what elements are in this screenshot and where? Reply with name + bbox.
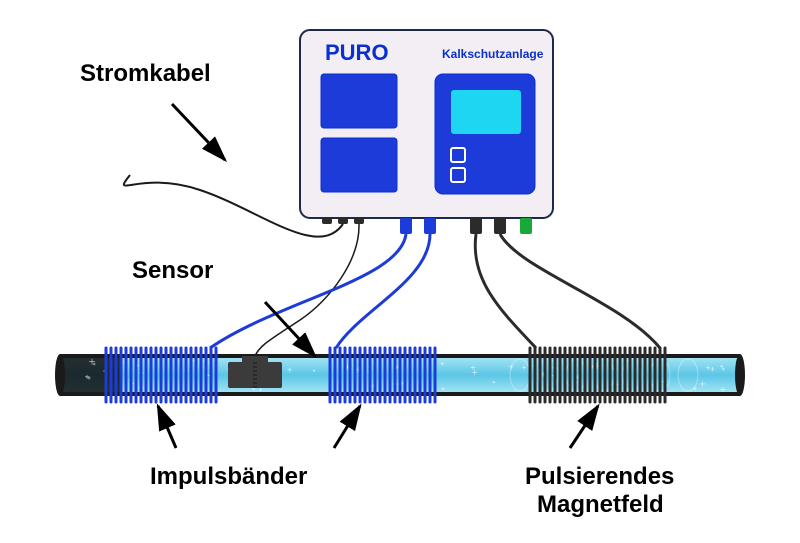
label-impulsbaender: Impulsbänder (150, 463, 307, 491)
label-sensor: Sensor (132, 257, 213, 285)
device-subtitle: Kalkschutzanlage (442, 47, 544, 61)
label-magnetfeld-l2: Magnetfeld (537, 491, 664, 519)
label-stromkabel: Stromkabel (80, 60, 211, 88)
device-brand: PURO (325, 40, 389, 65)
label-magnetfeld-l1: Pulsierendes (525, 463, 674, 491)
